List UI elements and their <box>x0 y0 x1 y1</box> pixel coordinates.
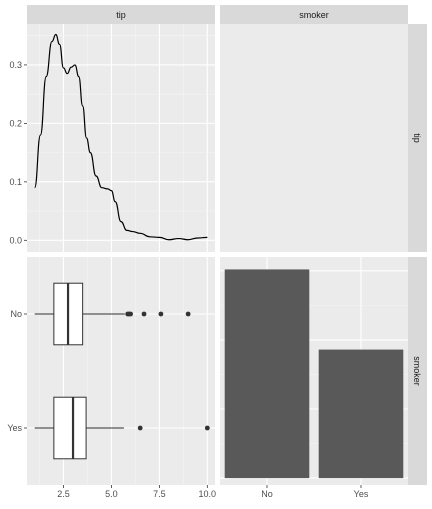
bar-yes <box>318 349 404 479</box>
y-tick-label-boxplot: No <box>10 309 22 319</box>
y-tick-label-density: 0.3 <box>9 60 22 70</box>
panel-smoker-empty <box>220 24 408 252</box>
box-yes <box>53 396 87 460</box>
y-tick-label-boxplot: Yes <box>7 423 22 433</box>
outlier-no <box>185 311 191 317</box>
marks-layer <box>34 33 404 479</box>
x-tick-label-smoker: Yes <box>354 489 369 499</box>
y-tick-label-density: 0.0 <box>9 235 22 245</box>
strip-right-tip <box>408 24 427 252</box>
outlier-no <box>141 311 147 317</box>
axis-layer: 0.0 0.1 0.2 0.3 No Yes 2.5 5.0 7.5 10.0 No Yes <box>7 60 369 499</box>
strip-right-smoker-label: smoker <box>412 356 422 386</box>
bar-no <box>224 269 310 479</box>
outlier-yes <box>137 425 143 431</box>
outlier-no <box>158 311 164 317</box>
outlier-no <box>128 311 133 317</box>
strip-right-smoker <box>408 257 427 485</box>
outlier-yes <box>204 425 210 431</box>
strip-top-smoker-label: smoker <box>299 10 329 20</box>
x-tick-label-tip: 5.0 <box>105 489 118 499</box>
strip-right-tip-label: tip <box>412 133 422 143</box>
y-tick-label-density: 0.2 <box>9 118 22 128</box>
panel-tip-density <box>27 24 215 252</box>
x-tick-label-tip: 10.0 <box>199 489 217 499</box>
x-tick-label-tip: 2.5 <box>57 489 70 499</box>
x-tick-label-tip: 7.5 <box>153 489 166 499</box>
density-line <box>34 33 208 241</box>
strip-top-smoker <box>220 5 408 24</box>
y-tick-label-density: 0.1 <box>9 177 22 187</box>
x-tick-label-smoker: No <box>261 489 273 499</box>
strip-top-tip-label: tip <box>116 10 126 20</box>
strip-top-tip <box>27 5 215 24</box>
